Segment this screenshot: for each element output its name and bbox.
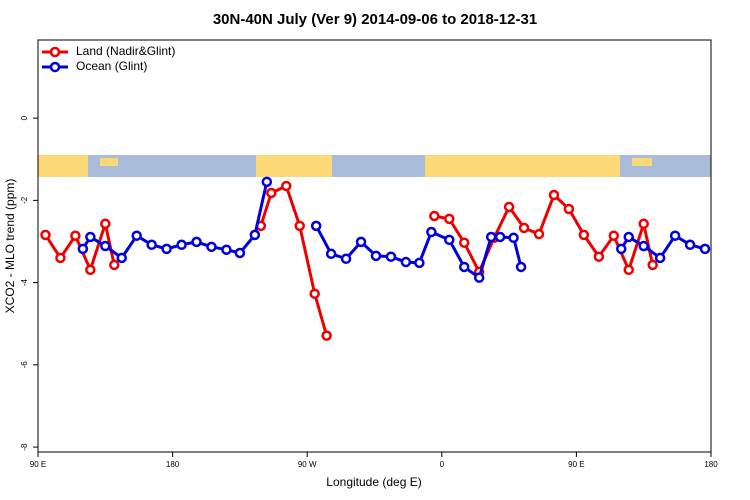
x-tick-label: 90 E	[30, 460, 46, 469]
y-tick-label: -2	[20, 196, 29, 204]
data-point	[429, 210, 440, 222]
data-point	[340, 253, 352, 264]
data-point	[234, 247, 246, 259]
series-line	[81, 181, 706, 280]
data-point	[593, 251, 605, 262]
data-point	[70, 230, 81, 241]
data-point	[444, 234, 455, 246]
legend-marker	[49, 61, 61, 73]
legend-label: Land (Nadir&Glint)	[76, 44, 175, 58]
data-point	[55, 252, 66, 264]
x-axis-label: Longitude (deg E)	[326, 475, 421, 489]
data-point	[623, 231, 634, 243]
data-point	[669, 230, 681, 241]
data-point	[458, 237, 470, 248]
data-point	[116, 252, 128, 264]
x-tick-label: 180	[704, 460, 718, 469]
data-point	[77, 243, 89, 255]
data-point	[325, 248, 337, 260]
y-axis-label: XCO2 - MLO trend (ppm)	[3, 179, 17, 314]
data-point	[40, 229, 51, 241]
y-tick-label: -8	[20, 443, 29, 451]
data-point	[699, 243, 711, 255]
data-point	[563, 203, 575, 215]
y-tick-label: 0	[20, 115, 29, 120]
map-strip	[38, 155, 711, 177]
data-point	[548, 189, 560, 201]
data-point	[414, 257, 425, 269]
data-point	[638, 218, 649, 230]
data-point	[684, 239, 696, 251]
data-point	[426, 226, 437, 238]
data-point	[261, 176, 273, 188]
plot-frame	[37, 39, 712, 453]
data-point	[85, 264, 96, 276]
x-tick-label: 90 W	[298, 460, 317, 469]
y-tick-label: -4	[20, 278, 29, 286]
data-point	[266, 187, 277, 199]
data-point	[385, 251, 397, 262]
data-point	[623, 264, 634, 276]
data-point	[321, 330, 332, 341]
data-point	[485, 231, 497, 243]
data-point	[654, 252, 666, 264]
data-point	[578, 229, 590, 241]
data-point	[281, 180, 292, 192]
data-point	[191, 236, 202, 248]
data-point	[444, 213, 455, 225]
x-tick-label: 0	[440, 460, 445, 469]
data-point	[370, 250, 382, 262]
y-tick-label: -6	[20, 361, 29, 369]
data-point	[515, 261, 527, 273]
data-point	[638, 240, 649, 252]
data-point	[533, 228, 545, 240]
data-point	[503, 201, 515, 213]
data-point	[206, 241, 217, 253]
x-tick-label: 180	[166, 460, 180, 469]
data-point	[400, 256, 412, 268]
data-point	[473, 272, 485, 283]
data-point	[161, 243, 172, 255]
data-point	[518, 222, 530, 234]
data-point	[608, 230, 620, 241]
data-point	[309, 288, 320, 299]
legend-marker	[49, 46, 61, 58]
data-point	[109, 259, 120, 271]
legend-label: Ocean (Glint)	[76, 59, 147, 73]
data-point	[647, 259, 658, 271]
data-point	[355, 236, 367, 248]
data-point	[85, 231, 96, 243]
data-point	[508, 232, 519, 244]
chart-title: 30N-40N July (Ver 9) 2014-09-06 to 2018-…	[213, 11, 537, 28]
data-point	[294, 220, 305, 232]
data-point	[131, 230, 142, 241]
data-point	[249, 229, 261, 241]
data-point	[616, 243, 627, 255]
data-point	[176, 239, 187, 251]
data-point	[458, 261, 470, 273]
data-point	[146, 239, 157, 251]
x-tick-label: 90 E	[568, 460, 584, 469]
data-point	[100, 240, 111, 252]
data-point	[494, 231, 506, 243]
data-point	[100, 218, 111, 230]
data-point	[221, 244, 232, 255]
data-point	[310, 220, 322, 232]
